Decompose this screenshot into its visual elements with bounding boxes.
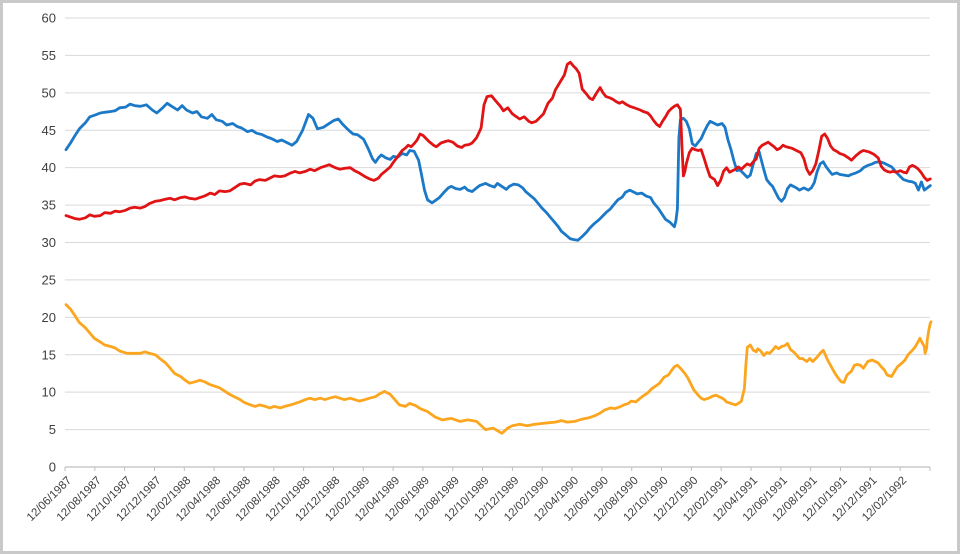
series-orange-line [64,303,933,435]
series-red-line [64,60,932,221]
y-tick-label: 25 [42,272,56,287]
y-tick-label: 20 [42,310,56,325]
chart-area: 0 5 10 15 20 25 30 35 40 45 50 55 60 12/06/1987 12/08/… [3,3,957,551]
x-axis-labels: 12/06/198712/08/198712/10/198712/12/1987… [25,475,909,524]
series-blue-line [64,101,932,242]
y-tick-label: 15 [42,347,56,362]
line-chart: 0 5 10 15 20 25 30 35 40 45 50 55 60 12/06/198712/08/… [25,11,933,524]
y-tick-label: 30 [42,235,56,250]
y-tick-label: 45 [42,123,56,138]
y-tick-label: 0 [49,460,56,475]
y-axis-labels: 0 5 10 15 20 25 30 35 40 45 50 55 60 [42,11,56,475]
y-tick-label: 10 [42,385,56,400]
x-axis [64,466,931,471]
y-tick-label: 55 [42,48,56,63]
y-tick-label: 40 [42,160,56,175]
y-tick-label: 5 [49,422,56,437]
y-tick-label: 60 [42,11,56,26]
y-tick-label: 50 [42,85,56,100]
gridlines [65,17,930,431]
y-tick-label: 35 [42,198,56,213]
